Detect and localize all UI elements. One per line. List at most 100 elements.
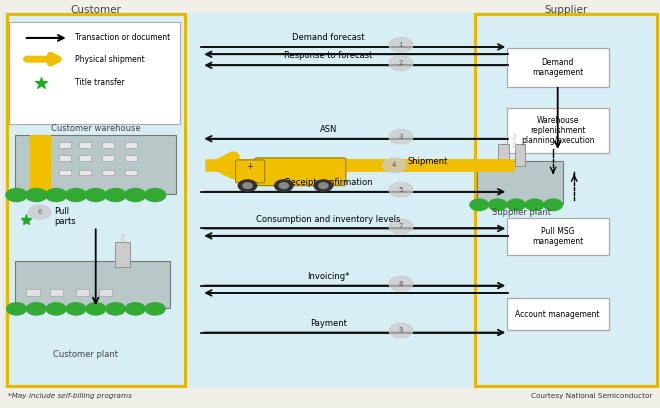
Text: 7: 7 — [399, 224, 403, 229]
Circle shape — [507, 199, 525, 211]
FancyBboxPatch shape — [9, 22, 180, 124]
FancyBboxPatch shape — [507, 218, 609, 255]
Circle shape — [238, 180, 257, 191]
Circle shape — [525, 199, 544, 211]
Circle shape — [389, 38, 412, 52]
Text: Physical shipment: Physical shipment — [75, 55, 145, 64]
Circle shape — [279, 183, 288, 188]
Text: Supplier: Supplier — [544, 5, 588, 15]
FancyBboxPatch shape — [125, 142, 137, 148]
Circle shape — [65, 188, 86, 202]
FancyBboxPatch shape — [59, 155, 71, 161]
Circle shape — [26, 188, 47, 202]
Text: Receipt confirmation: Receipt confirmation — [284, 178, 372, 187]
Circle shape — [7, 303, 26, 315]
Circle shape — [125, 303, 145, 315]
FancyBboxPatch shape — [79, 142, 91, 148]
FancyBboxPatch shape — [477, 161, 563, 204]
Text: Payment: Payment — [310, 319, 346, 328]
Circle shape — [66, 303, 86, 315]
FancyBboxPatch shape — [50, 289, 63, 296]
Circle shape — [106, 303, 125, 315]
Circle shape — [382, 158, 406, 173]
Text: Demand forecast: Demand forecast — [292, 33, 364, 42]
Circle shape — [544, 199, 562, 211]
Text: 2: 2 — [399, 60, 403, 66]
FancyBboxPatch shape — [255, 158, 346, 186]
Text: 1: 1 — [399, 42, 403, 48]
FancyBboxPatch shape — [236, 160, 265, 183]
FancyBboxPatch shape — [507, 48, 609, 87]
Text: ≈≈: ≈≈ — [510, 129, 520, 148]
Circle shape — [105, 188, 126, 202]
Circle shape — [125, 188, 146, 202]
Text: Consumption and inventory levels: Consumption and inventory levels — [256, 215, 401, 224]
Text: Warehouse
replenishment
planning/execution: Warehouse replenishment planning/executi… — [521, 115, 595, 146]
Circle shape — [470, 199, 488, 211]
Text: 6: 6 — [38, 209, 42, 215]
Text: Pull
parts: Pull parts — [54, 206, 76, 226]
Text: Courtesy National Semiconductor: Courtesy National Semiconductor — [531, 393, 652, 399]
FancyBboxPatch shape — [102, 155, 114, 161]
Circle shape — [46, 188, 67, 202]
Text: 3: 3 — [399, 134, 403, 140]
Text: 9: 9 — [399, 328, 403, 333]
FancyBboxPatch shape — [15, 135, 176, 194]
Text: Invoicing*: Invoicing* — [307, 272, 350, 281]
Circle shape — [6, 188, 27, 202]
FancyBboxPatch shape — [59, 142, 71, 148]
FancyBboxPatch shape — [79, 170, 91, 175]
FancyBboxPatch shape — [125, 170, 137, 175]
FancyBboxPatch shape — [507, 108, 609, 153]
Text: ASN: ASN — [319, 125, 337, 134]
Text: Customer: Customer — [70, 5, 121, 15]
Text: 4: 4 — [392, 162, 397, 168]
Circle shape — [86, 303, 106, 315]
Circle shape — [314, 180, 333, 191]
Text: Pull MSG
management: Pull MSG management — [532, 227, 583, 246]
FancyBboxPatch shape — [59, 170, 71, 175]
Circle shape — [243, 183, 252, 188]
Text: ≈: ≈ — [117, 231, 130, 241]
Circle shape — [488, 199, 507, 211]
Text: Title transfer: Title transfer — [75, 78, 125, 87]
Text: 5: 5 — [399, 187, 403, 193]
Text: Customer warehouse: Customer warehouse — [51, 124, 141, 133]
FancyBboxPatch shape — [3, 12, 657, 388]
Circle shape — [389, 129, 412, 144]
Text: Customer plant: Customer plant — [53, 350, 118, 359]
FancyBboxPatch shape — [30, 135, 51, 194]
Circle shape — [389, 182, 412, 197]
Circle shape — [319, 183, 328, 188]
FancyBboxPatch shape — [507, 298, 609, 330]
Text: 8: 8 — [399, 281, 403, 286]
Text: +: + — [246, 162, 253, 171]
Text: Transaction or document: Transaction or document — [75, 33, 170, 42]
Circle shape — [85, 188, 106, 202]
FancyBboxPatch shape — [102, 142, 114, 148]
FancyBboxPatch shape — [7, 14, 185, 386]
FancyBboxPatch shape — [498, 144, 509, 166]
FancyBboxPatch shape — [102, 170, 114, 175]
Text: *May include self-billing programs: *May include self-billing programs — [8, 393, 132, 399]
Circle shape — [28, 205, 51, 219]
FancyBboxPatch shape — [475, 14, 657, 386]
Circle shape — [389, 323, 412, 338]
Circle shape — [145, 303, 165, 315]
FancyBboxPatch shape — [79, 155, 91, 161]
Circle shape — [46, 303, 66, 315]
FancyBboxPatch shape — [125, 155, 137, 161]
FancyBboxPatch shape — [99, 289, 112, 296]
Text: Response to forecast: Response to forecast — [284, 51, 372, 60]
FancyBboxPatch shape — [15, 261, 170, 308]
Text: Supplier plant: Supplier plant — [492, 208, 551, 217]
Text: Shipment: Shipment — [407, 157, 448, 166]
Circle shape — [389, 56, 412, 71]
FancyBboxPatch shape — [115, 242, 130, 267]
Text: Demand
management: Demand management — [532, 58, 583, 77]
Circle shape — [275, 180, 293, 191]
FancyBboxPatch shape — [26, 289, 40, 296]
Circle shape — [26, 303, 46, 315]
Circle shape — [389, 276, 412, 291]
FancyBboxPatch shape — [515, 144, 525, 166]
